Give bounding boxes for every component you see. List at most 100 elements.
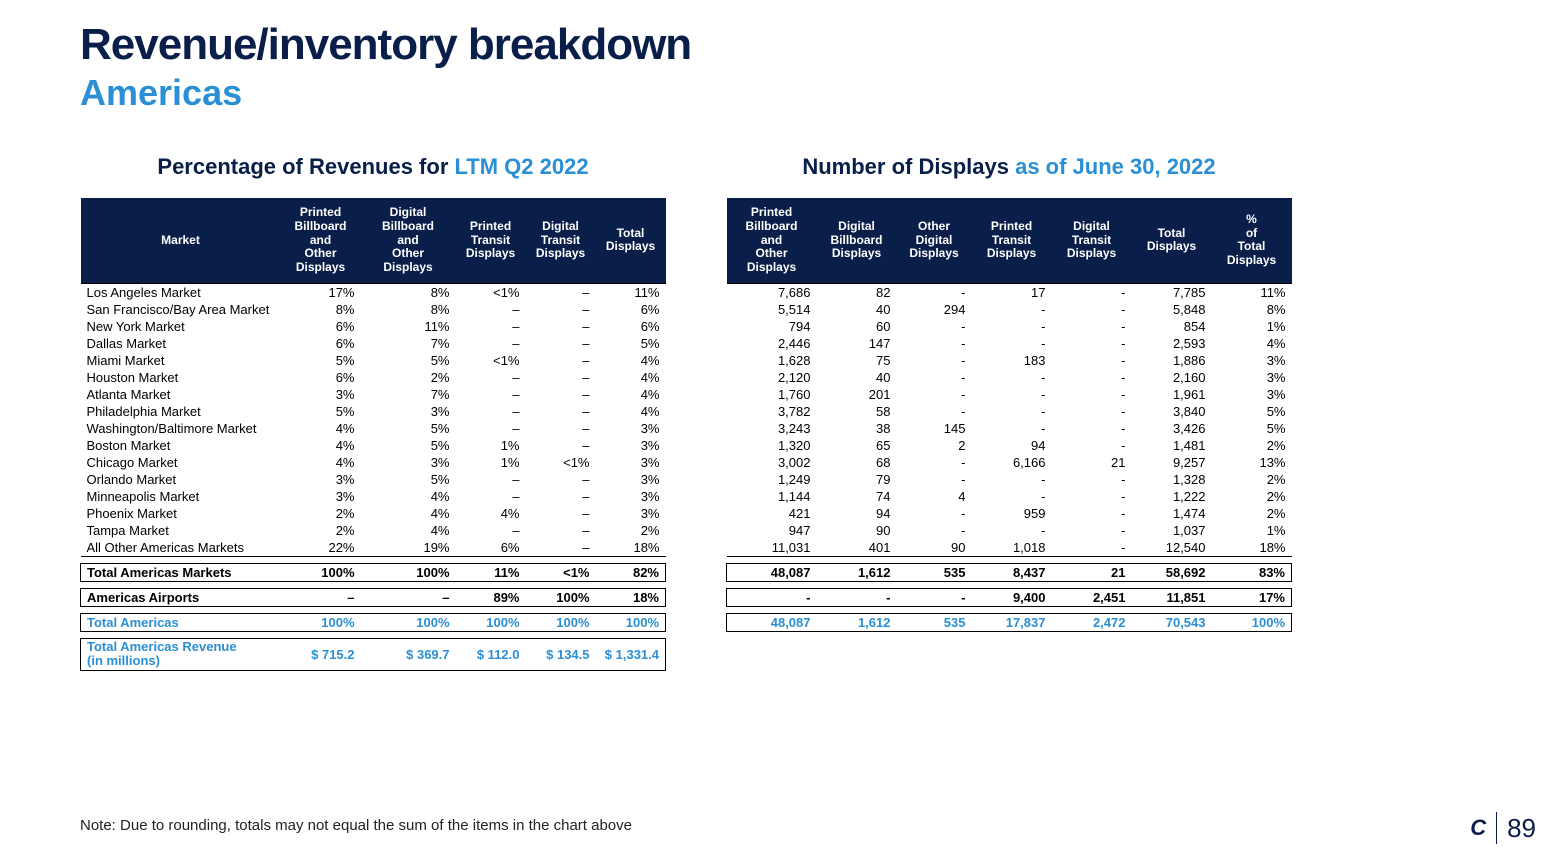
cell: 5%: [361, 437, 456, 454]
footnote: Note: Due to rounding, totals may not eq…: [80, 817, 632, 834]
cell: 2%: [1212, 505, 1292, 522]
cell: –: [456, 301, 526, 318]
cell: 70,543: [1132, 613, 1212, 631]
cell: 6,166: [972, 454, 1052, 471]
cell: $ 134.5: [526, 638, 596, 670]
cell: 947: [727, 522, 817, 539]
table-row: 2,12040---2,1603%: [727, 369, 1292, 386]
cell: 1,612: [817, 563, 897, 581]
table-row: Houston Market6%2%––4%: [81, 369, 666, 386]
cell: 7,686: [727, 283, 817, 301]
market-name: Tampa Market: [81, 522, 281, 539]
table-row: 7,68682-17-7,78511%: [727, 283, 1292, 301]
summary-row: 48,0871,6125358,4372158,69283%: [727, 563, 1292, 581]
cell: 201: [817, 386, 897, 403]
cell: -: [1052, 539, 1132, 557]
cell: -: [897, 283, 972, 301]
cell: 8%: [281, 301, 361, 318]
col-header: TotalDisplays: [1132, 198, 1212, 283]
cell: 3,840: [1132, 403, 1212, 420]
cell: 94: [972, 437, 1052, 454]
cell: –: [526, 437, 596, 454]
table-row: 1,24979---1,3282%: [727, 471, 1292, 488]
market-name: Boston Market: [81, 437, 281, 454]
table-row: Dallas Market6%7%––5%: [81, 335, 666, 352]
cell: –: [526, 318, 596, 335]
cell: 3%: [596, 420, 666, 437]
cell: 2%: [281, 522, 361, 539]
cell: 48,087: [727, 563, 817, 581]
cell: –: [456, 420, 526, 437]
cell: 18%: [1212, 539, 1292, 557]
left-caption-accent: LTM Q2 2022: [455, 154, 589, 179]
col-header: OtherDigitalDisplays: [897, 198, 972, 283]
footer-divider: [1496, 812, 1497, 844]
cell: –: [526, 335, 596, 352]
table-row: San Francisco/Bay Area Market8%8%––6%: [81, 301, 666, 318]
cell: –: [281, 588, 361, 606]
summary-row: 48,0871,61253517,8372,47270,543100%: [727, 613, 1292, 631]
cell: -: [1052, 335, 1132, 352]
cell: 1,328: [1132, 471, 1212, 488]
cell: 100%: [281, 563, 361, 581]
cell: –: [361, 588, 456, 606]
cell: 17%: [1212, 588, 1292, 606]
tables-row: Percentage of Revenues for LTM Q2 2022 M…: [80, 154, 1484, 671]
table-row: Phoenix Market2%4%4%–3%: [81, 505, 666, 522]
logo-icon: C: [1470, 815, 1486, 841]
cell: 4%: [361, 522, 456, 539]
cell: 90: [817, 522, 897, 539]
cell: 3%: [1212, 369, 1292, 386]
cell: -: [1052, 471, 1132, 488]
right-caption-text: Number of Displays: [802, 154, 1015, 179]
market-name: Orlando Market: [81, 471, 281, 488]
cell: 1,961: [1132, 386, 1212, 403]
cell: -: [972, 420, 1052, 437]
cell: 1,481: [1132, 437, 1212, 454]
cell: 11%: [1212, 283, 1292, 301]
cell: 18%: [596, 539, 666, 557]
cell: –: [526, 283, 596, 301]
cell: 1%: [1212, 522, 1292, 539]
displays-count-table: PrintedBillboardandOtherDisplaysDigitalB…: [726, 198, 1292, 632]
cell: –: [526, 386, 596, 403]
table-row: Miami Market5%5%<1%–4%: [81, 352, 666, 369]
cell: 3%: [281, 471, 361, 488]
table-row: Chicago Market4%3%1%<1%3%: [81, 454, 666, 471]
cell: 2,120: [727, 369, 817, 386]
cell: –: [526, 522, 596, 539]
cell: 1,249: [727, 471, 817, 488]
market-name: Philadelphia Market: [81, 403, 281, 420]
col-header: %ofTotalDisplays: [1212, 198, 1292, 283]
cell: 6%: [281, 335, 361, 352]
cell: 17: [972, 283, 1052, 301]
cell: –: [456, 369, 526, 386]
cell: 147: [817, 335, 897, 352]
cell: -: [897, 335, 972, 352]
cell: -: [972, 488, 1052, 505]
cell: 2,446: [727, 335, 817, 352]
table-row: 1,62875-183-1,8863%: [727, 352, 1292, 369]
table-row: 1,760201---1,9613%: [727, 386, 1292, 403]
cell: -: [972, 403, 1052, 420]
table-row: 3,24338145--3,4265%: [727, 420, 1292, 437]
cell: 79: [817, 471, 897, 488]
cell: -: [817, 588, 897, 606]
page-footer: C 89: [1470, 812, 1536, 844]
cell: 1,760: [727, 386, 817, 403]
cell: –: [526, 471, 596, 488]
table-row: 2,446147---2,5934%: [727, 335, 1292, 352]
table-row: 3,00268-6,166219,25713%: [727, 454, 1292, 471]
page-title: Revenue/inventory breakdown: [80, 20, 1484, 70]
market-name: Miami Market: [81, 352, 281, 369]
cell: 3,426: [1132, 420, 1212, 437]
cell: –: [456, 488, 526, 505]
table-row: 1,32065294-1,4812%: [727, 437, 1292, 454]
cell: -: [1052, 403, 1132, 420]
cell: 3%: [281, 488, 361, 505]
cell: 4%: [281, 420, 361, 437]
cell: 3,243: [727, 420, 817, 437]
cell: 65: [817, 437, 897, 454]
cell: -: [1052, 505, 1132, 522]
cell: 1,628: [727, 352, 817, 369]
